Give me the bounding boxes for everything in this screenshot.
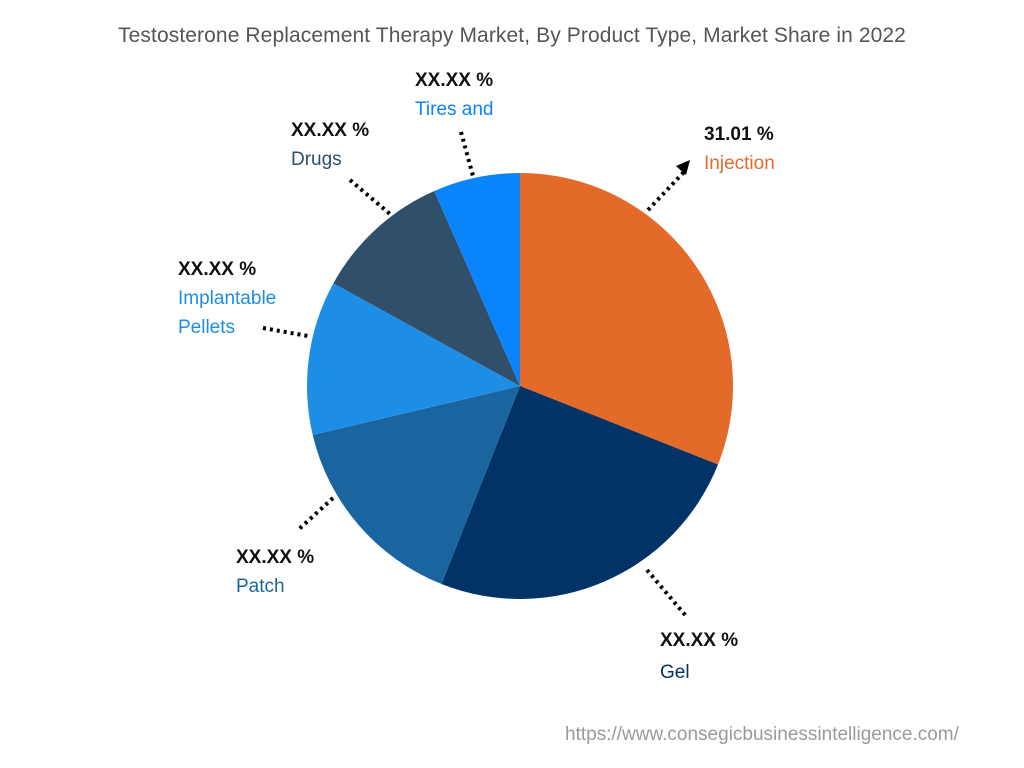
leader-line-pellets: [262, 326, 309, 338]
label-patch: XX.XX % Patch: [236, 543, 314, 601]
pie-slice-tires-and: [434, 173, 520, 386]
pie-slice-gel: [441, 386, 718, 599]
leader-lines: [262, 131, 688, 618]
pie-slices: [307, 173, 733, 599]
label-pellets-name-line2: Pellets: [178, 317, 236, 338]
leader-line-drugs: [348, 178, 392, 216]
leader-line-gel: [645, 568, 688, 618]
label-drugs-name: Drugs: [291, 149, 342, 170]
leader-line-patch: [296, 496, 335, 532]
label-pellets-value: XX.XX %: [178, 259, 257, 280]
pie-slice-injection: [520, 173, 733, 465]
pie-slice-implantable-pellets: [307, 283, 520, 435]
label-drugs-value: XX.XX %: [291, 120, 370, 141]
label-pellets-name-line1: Implantable: [178, 288, 277, 309]
leader-line-injection: [646, 170, 686, 212]
label-gel-value: XX.XX %: [660, 630, 739, 651]
label-patch-name: Patch: [236, 576, 285, 597]
arrow-head-icon: [676, 160, 690, 175]
label-implantable-pellets: XX.XX % Implantable Pellets: [178, 255, 276, 342]
label-patch-value: XX.XX %: [236, 547, 315, 568]
label-injection: 31.01 % Injection: [704, 120, 775, 178]
label-injection-value: 31.01 %: [704, 124, 774, 145]
label-tires-value: XX.XX %: [415, 70, 494, 91]
label-injection-name: Injection: [704, 153, 775, 174]
label-gel-name: Gel: [660, 662, 690, 683]
chart-title: Testosterone Replacement Therapy Market,…: [118, 24, 906, 47]
source-url: https://www.consegicbusinessintelligence…: [565, 724, 959, 745]
leader-line-tires: [459, 131, 475, 177]
label-tires: XX.XX % Tires and: [415, 66, 494, 124]
pie-slice-patch: [312, 386, 520, 584]
label-drugs: XX.XX % Drugs: [291, 116, 369, 174]
label-gel: XX.XX % Gel: [660, 626, 738, 687]
label-tires-name: Tires and: [415, 99, 494, 120]
pie-slice-drugs: [333, 191, 520, 386]
